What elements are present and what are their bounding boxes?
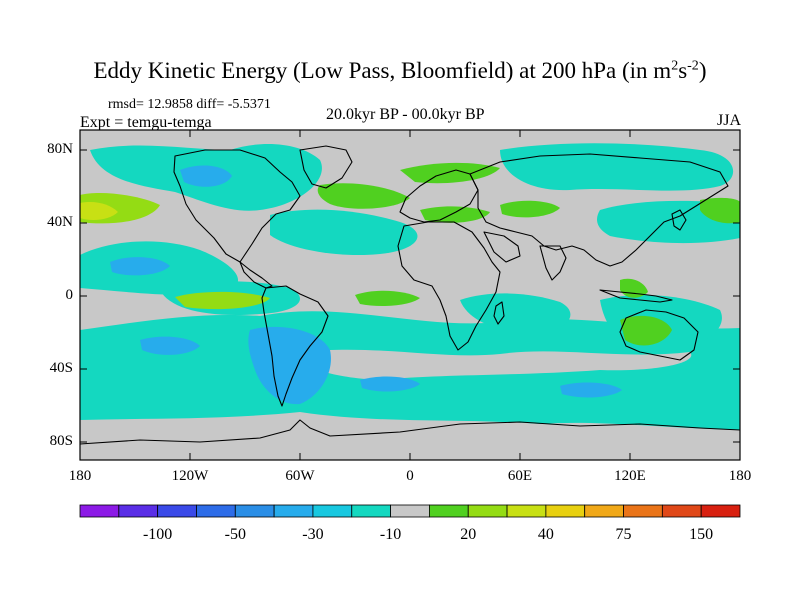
- colorbar-label: -30: [302, 526, 323, 543]
- field-antarctic-gray: [80, 430, 740, 460]
- coast-australia: [619, 309, 699, 361]
- lon-label-120w: 120W: [171, 468, 209, 484]
- field-blue-south-1: [140, 336, 200, 355]
- colorbar-label: 20: [460, 526, 476, 543]
- coast-north-america: [173, 149, 301, 263]
- coast-madagascar: [493, 301, 505, 325]
- field-blue-canada: [180, 165, 232, 187]
- lat-label-80s: 80S: [49, 433, 73, 449]
- colorbar-swatch: [196, 504, 236, 518]
- lon-label-60w: 60W: [285, 468, 315, 484]
- colorbar-swatch: [506, 504, 547, 518]
- lat-label-0: 0: [65, 287, 74, 303]
- coast-arabia: [483, 231, 521, 263]
- coast-central-america: [239, 261, 273, 289]
- field-siberia-green: [400, 162, 500, 184]
- coast-antarctica: [80, 419, 740, 445]
- colorbar-swatch: [584, 504, 624, 518]
- field-blue-south-2: [360, 376, 420, 392]
- colorbar-swatch: [118, 504, 159, 518]
- colorbar-label: 40: [538, 526, 554, 543]
- colorbar-label: -10: [380, 526, 401, 543]
- field-pacific-yellow: [80, 202, 118, 220]
- field-atlantic-tropic-green: [355, 290, 420, 306]
- field-tropical-green: [175, 291, 270, 310]
- coastlines: [80, 145, 740, 445]
- field-eurasia-north: [500, 143, 734, 191]
- colorbar-swatch: [273, 504, 314, 518]
- coast-south-america: [261, 285, 329, 407]
- coast-india: [539, 245, 567, 281]
- colorbar-label: 150: [689, 526, 713, 543]
- colorbar-label: -100: [143, 526, 172, 543]
- field-blue-pacific: [110, 257, 170, 276]
- field-atlantic-green: [317, 183, 410, 209]
- colorbar-label: -50: [225, 526, 246, 543]
- lon-label-180w: 180: [68, 468, 92, 484]
- colorbar-label: 75: [616, 526, 632, 543]
- colorbar-swatch: [623, 504, 663, 518]
- colorbar-swatch: [467, 504, 508, 518]
- lat-label-80n: 80N: [47, 141, 73, 157]
- field-blue-south-3: [560, 382, 622, 398]
- field-central-asia-green: [500, 200, 560, 218]
- lon-label-0: 0: [406, 468, 414, 484]
- field-southern-band-2: [300, 349, 692, 380]
- lat-label-40s: 40S: [49, 360, 73, 376]
- coast-africa: [397, 221, 501, 351]
- field-australia-green: [620, 315, 672, 346]
- colorbar-swatch: [157, 504, 197, 518]
- map-field: [80, 130, 740, 460]
- axis-ticks: [80, 130, 740, 460]
- field-mediterranean-green: [420, 206, 490, 223]
- colorbar-swatch: [545, 504, 586, 518]
- season-label: JJA: [717, 112, 742, 129]
- lon-label-60e: 60E: [507, 468, 533, 484]
- coast-japan: [671, 209, 687, 231]
- coast-indonesia: [599, 289, 673, 303]
- colorbar-swatch: [312, 504, 353, 518]
- coast-greenland: [299, 145, 353, 189]
- colorbar-swatch: [234, 504, 275, 518]
- chart-title: Eddy Kinetic Energy (Low Pass, Bloomfiel…: [93, 58, 707, 83]
- field-north-atlantic: [270, 209, 418, 256]
- colorbar-swatch: [661, 504, 702, 518]
- stats-label: rmsd= 12.9858 diff= -5.5371: [108, 97, 271, 112]
- field-pacific-east-green: [700, 197, 740, 224]
- lon-label-120e: 120E: [614, 468, 646, 484]
- experiment-label: Expt = temgu-temga: [80, 114, 212, 131]
- lat-label-40n: 40N: [47, 214, 73, 230]
- colorbar-swatch: [79, 504, 120, 518]
- colorbar-swatch: [351, 504, 391, 518]
- lon-label-180e: 180: [728, 468, 752, 484]
- period-label: 20.0kyr BP - 00.0kyr BP: [326, 106, 485, 123]
- colorbar-swatch: [429, 504, 469, 518]
- colorbar-swatch: [700, 504, 741, 518]
- coast-asia: [469, 153, 729, 267]
- colorbar-swatch: [390, 504, 430, 518]
- field-indian-ocean: [460, 293, 571, 333]
- colorbar: -100 -50 -30 -10 20 40 75 150: [79, 504, 741, 543]
